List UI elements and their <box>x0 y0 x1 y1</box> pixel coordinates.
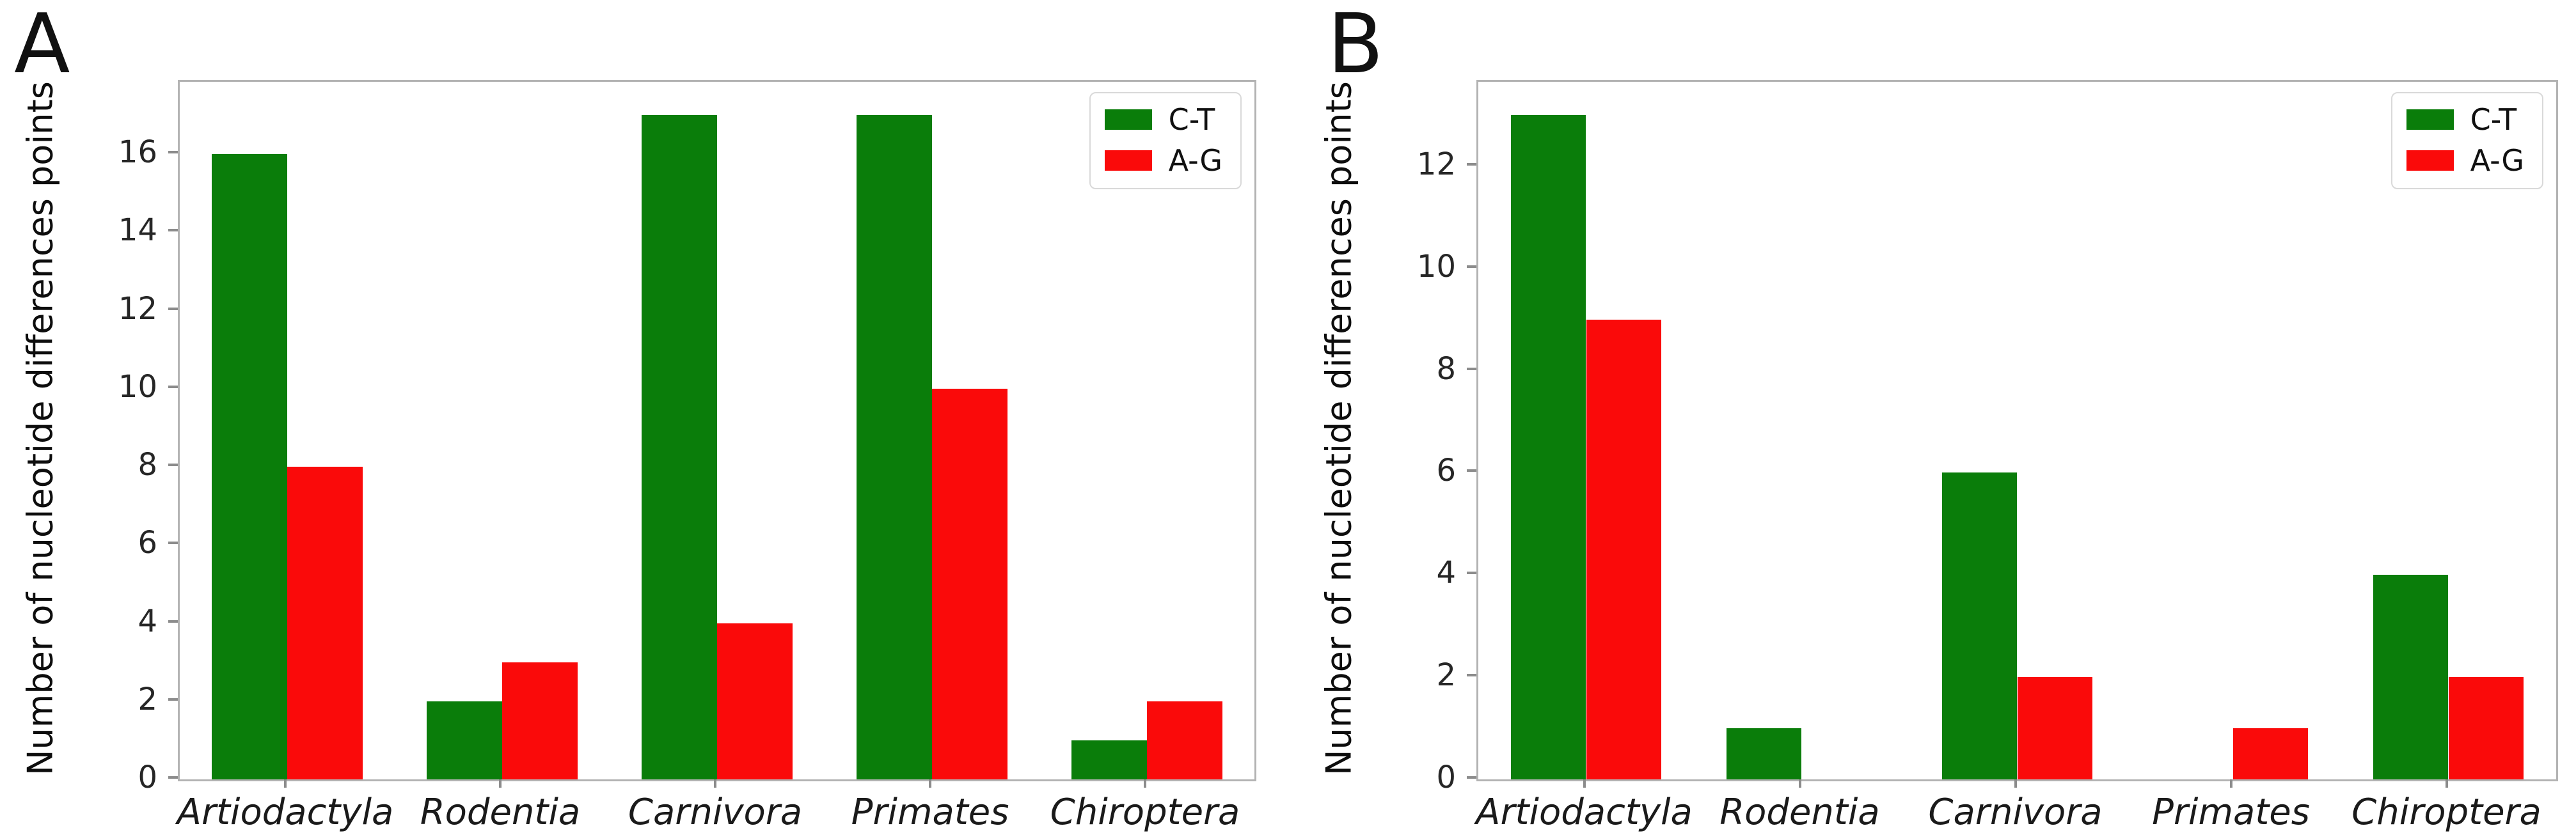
y-tick-label: 0 <box>138 760 157 795</box>
legend-item-ag: A-G <box>1104 143 1222 178</box>
y-tick-mark <box>168 542 178 545</box>
x-tick-mark <box>1583 779 1586 788</box>
panel-b-plot-area: C-T A-G <box>1476 80 2558 781</box>
y-tick-mark <box>1467 674 1476 677</box>
legend-item-ct: C-T <box>1104 102 1222 137</box>
ct-color-swatch <box>2406 109 2454 130</box>
ct-legend-label: C-T <box>1168 102 1215 137</box>
y-tick-label: 8 <box>138 447 157 483</box>
y-tick-mark <box>1467 776 1476 779</box>
bar-ct-chiroptera <box>2373 575 2449 779</box>
y-tick-label: 16 <box>118 134 157 171</box>
ag-legend-label: A-G <box>2470 143 2524 178</box>
x-tick-mark <box>2014 779 2017 788</box>
x-tick-label: Carnivora <box>1928 792 2103 833</box>
y-tick-label: 2 <box>1436 657 1456 694</box>
x-tick-label: Primates <box>851 792 1009 833</box>
x-tick-label: Artiodactyla <box>177 792 394 833</box>
y-tick-mark <box>168 385 178 388</box>
y-tick-label: 0 <box>1436 760 1456 795</box>
panel-b-y-axis-title: Number of nucleotide differences points <box>1318 81 1359 776</box>
panel-a: A Number of nucleotide differences point… <box>14 0 1256 833</box>
panel-b-legend: C-T A-G <box>2390 92 2543 189</box>
y-tick-mark <box>168 464 178 467</box>
y-tick-label: 6 <box>138 525 157 561</box>
y-tick-mark <box>168 698 178 701</box>
x-tick-label: Artiodactyla <box>1476 792 1693 833</box>
bar-ct-carnivora <box>1941 472 2018 779</box>
x-tick-label: Primates <box>2152 792 2310 833</box>
x-tick-mark <box>714 779 716 788</box>
bar-ag-carnivora <box>717 623 793 779</box>
bar-ct-primates <box>857 114 932 779</box>
panel-b: B Number of nucleotide differences point… <box>1288 0 2576 835</box>
legend-item-ag: A-G <box>2406 146 2524 175</box>
y-tick-mark <box>1467 367 1476 370</box>
x-tick-mark <box>499 779 502 788</box>
y-tick-mark <box>168 307 178 310</box>
bar-ag-carnivora <box>2017 677 2093 779</box>
x-tick-mark <box>1144 779 1146 788</box>
y-tick-label: 8 <box>1436 350 1456 387</box>
panel-a-plot-area: C-T A-G <box>178 80 1256 781</box>
y-tick-mark <box>168 151 178 154</box>
bar-ct-rodentia <box>1726 728 1802 779</box>
x-tick-label: Rodentia <box>420 792 581 833</box>
bar-ag-chiroptera <box>1147 701 1222 779</box>
bar-ct-carnivora <box>642 114 717 779</box>
y-tick-label: 14 <box>118 212 157 249</box>
y-tick-label: 4 <box>1436 555 1456 591</box>
legend-item-ct: C-T <box>2406 105 2524 134</box>
panel-b-letter: B <box>1327 0 1384 92</box>
ct-legend-label: C-T <box>2470 102 2517 137</box>
x-tick-label: Carnivora <box>628 792 803 833</box>
y-tick-label: 12 <box>1416 146 1456 182</box>
y-tick-mark <box>168 776 178 779</box>
bar-ag-artiodactyla <box>1586 319 1662 779</box>
y-tick-label: 2 <box>138 681 157 717</box>
ag-legend-label: A-G <box>1168 143 1222 178</box>
ct-color-swatch <box>1104 109 1152 130</box>
panel-a-y-axis-title: Number of nucleotide differences points <box>20 81 61 776</box>
bar-ct-artiodactyla <box>212 154 287 779</box>
bar-ct-artiodactyla <box>1510 114 1586 779</box>
y-tick-mark <box>168 229 178 232</box>
bar-ag-chiroptera <box>2448 677 2524 779</box>
y-tick-mark <box>1467 469 1476 472</box>
panel-a-legend: C-T A-G <box>1089 92 1242 189</box>
y-tick-label: 6 <box>1436 453 1456 489</box>
y-tick-label: 10 <box>118 368 157 405</box>
y-tick-label: 10 <box>1416 248 1456 285</box>
x-tick-label: Chiroptera <box>1050 792 1240 833</box>
x-tick-label: Rodentia <box>1719 792 1880 833</box>
y-tick-mark <box>1467 162 1476 166</box>
panel-a-letter: A <box>14 0 70 92</box>
bar-ag-rodentia <box>502 662 578 779</box>
y-tick-mark <box>1467 572 1476 575</box>
x-tick-mark <box>2445 779 2448 788</box>
y-tick-mark <box>168 620 178 623</box>
bar-ag-primates <box>2232 728 2309 779</box>
x-tick-mark <box>284 779 287 788</box>
x-tick-mark <box>1798 779 1801 788</box>
y-tick-label: 12 <box>118 290 157 327</box>
ag-color-swatch <box>1104 150 1152 171</box>
bar-ag-primates <box>932 388 1007 779</box>
ag-color-swatch <box>2406 150 2454 171</box>
bar-ct-chiroptera <box>1071 740 1147 779</box>
y-tick-mark <box>1467 265 1476 268</box>
bar-ag-artiodactyla <box>287 467 363 779</box>
x-tick-mark <box>929 779 931 788</box>
bar-ct-rodentia <box>427 701 502 779</box>
x-tick-mark <box>2229 779 2232 788</box>
y-tick-label: 4 <box>138 603 157 639</box>
x-tick-label: Chiroptera <box>2351 792 2541 833</box>
